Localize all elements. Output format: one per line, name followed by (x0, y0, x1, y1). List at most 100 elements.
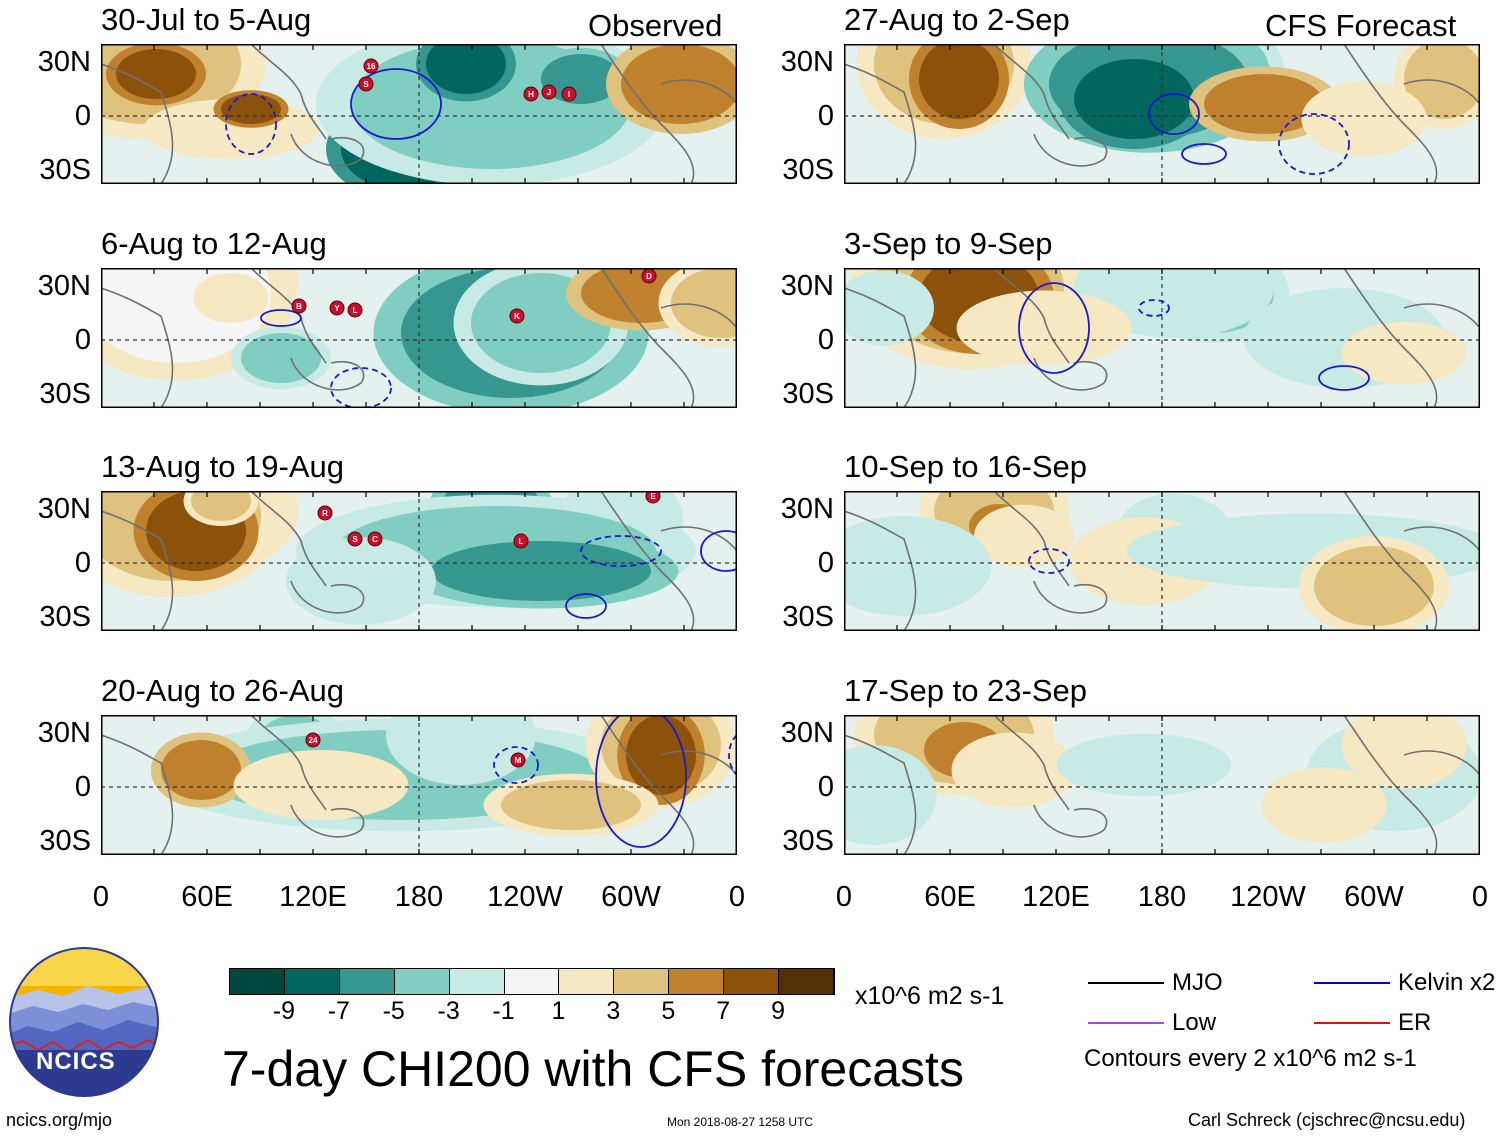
anomaly-blob (201, 278, 261, 318)
anomaly-blob (984, 511, 1064, 561)
coastline (290, 133, 365, 167)
coastline (101, 287, 174, 408)
x-tick-label: 60W (1344, 881, 1404, 913)
footer-url[interactable]: ncics.org/mjo (6, 1110, 113, 1130)
storm-label: R (322, 509, 328, 518)
storm-marker: H (523, 86, 539, 102)
x-tick-label: 120E (279, 881, 347, 913)
coastline (250, 44, 327, 140)
coastline (844, 63, 917, 184)
kelvin-contour (1278, 113, 1350, 175)
anomaly-blob (221, 94, 281, 124)
colorbar-swatch (779, 969, 834, 994)
anomaly-blob (251, 757, 391, 813)
colorbar-label: 7 (716, 997, 731, 1025)
coastline (101, 510, 174, 631)
coastline (1403, 79, 1480, 105)
y-tick-label: 0 (817, 100, 834, 132)
kelvin-contour (1028, 548, 1070, 574)
colorbar-swatch (559, 969, 615, 994)
coastline (1033, 580, 1108, 614)
legend-label: MJO (1172, 969, 1223, 996)
coastline (600, 268, 695, 408)
legend-line (1088, 1022, 1164, 1024)
coastline (993, 491, 1070, 587)
coastline (660, 526, 737, 552)
anomaly-blob (1354, 715, 1454, 780)
coastline (1343, 268, 1438, 408)
storm-marker: C (367, 531, 383, 547)
colorbar-swatch (614, 969, 670, 994)
coastline (993, 44, 1070, 140)
storm-label: L (353, 306, 358, 315)
panel-title: 10-Sep to 16-Sep (844, 449, 1088, 484)
coastline (600, 491, 695, 631)
coastline (1033, 357, 1108, 391)
y-tick-label: 0 (817, 324, 834, 356)
storm-marker: Y (329, 300, 345, 316)
ncics-logo (9, 947, 159, 1097)
coastline (1403, 303, 1480, 329)
y-tick-label: 30S (782, 154, 834, 186)
colorbar-swatch (504, 969, 560, 994)
kelvin-contour (330, 367, 392, 408)
map-panel (844, 44, 1480, 184)
coastline (101, 63, 174, 184)
coastline (600, 715, 695, 855)
coastline (250, 491, 327, 587)
y-tick-label: 30N (780, 493, 834, 525)
panel-title: 13-Aug to 19-Aug (101, 449, 345, 484)
legend-label: Low (1172, 1009, 1217, 1036)
anomaly-blob (964, 740, 1064, 800)
panel-title: 30-Jul to 5-Aug (101, 2, 312, 37)
kelvin-contour (565, 593, 607, 619)
anomaly-blob (1074, 59, 1194, 139)
kelvin-contour (225, 93, 277, 155)
coastline (1033, 804, 1108, 838)
y-tick-label: 30N (37, 493, 91, 525)
storm-marker: J (541, 84, 557, 100)
x-tick-label: 120E (1022, 881, 1090, 913)
legend-label: Kelvin x2 (1398, 969, 1496, 996)
y-tick-label: 30S (782, 378, 834, 410)
coastline (993, 268, 1070, 364)
panel-title: 6-Aug to 12-Aug (101, 226, 327, 261)
x-tick-label: 120W (1230, 881, 1306, 913)
anomaly-blob (1354, 328, 1454, 378)
storm-label: S (363, 80, 369, 89)
panel-title: 20-Aug to 26-Aug (101, 673, 345, 708)
anomaly-blob (671, 268, 737, 338)
legend-line (1314, 1022, 1390, 1024)
storm-marker: K (509, 308, 525, 324)
y-tick-label: 0 (74, 771, 91, 803)
x-tick-label: 180 (1137, 881, 1187, 913)
anomaly-blob (1314, 546, 1434, 626)
y-tick-label: 0 (817, 771, 834, 803)
kelvin-contour (350, 68, 442, 140)
y-tick-label: 0 (817, 547, 834, 579)
anomaly-blob (621, 44, 737, 124)
anomaly-blob (501, 780, 641, 830)
kelvin-contour (1148, 93, 1200, 135)
storm-marker: S (358, 76, 374, 92)
y-tick-label: 30N (37, 46, 91, 78)
storm-marker: D (641, 268, 657, 284)
kelvin-contour (728, 733, 737, 777)
coastline (1343, 44, 1438, 184)
storm-label: S (352, 535, 358, 544)
legend-line (1088, 982, 1164, 984)
storm-label: L (519, 537, 524, 546)
anomaly-blob (191, 491, 251, 521)
anomaly-blob (974, 298, 1114, 358)
coastline (660, 303, 737, 329)
panel-title: 17-Sep to 23-Sep (844, 673, 1088, 708)
y-tick-label: 0 (74, 100, 91, 132)
observed-header: Observed (588, 8, 723, 43)
coastline (250, 715, 327, 811)
storm-label: B (296, 302, 302, 311)
anomaly-blob (1314, 89, 1414, 149)
y-tick-label: 30S (39, 154, 91, 186)
storm-marker: M (510, 752, 526, 768)
legend-label: ER (1398, 1009, 1432, 1036)
storm-label: I (568, 90, 570, 99)
